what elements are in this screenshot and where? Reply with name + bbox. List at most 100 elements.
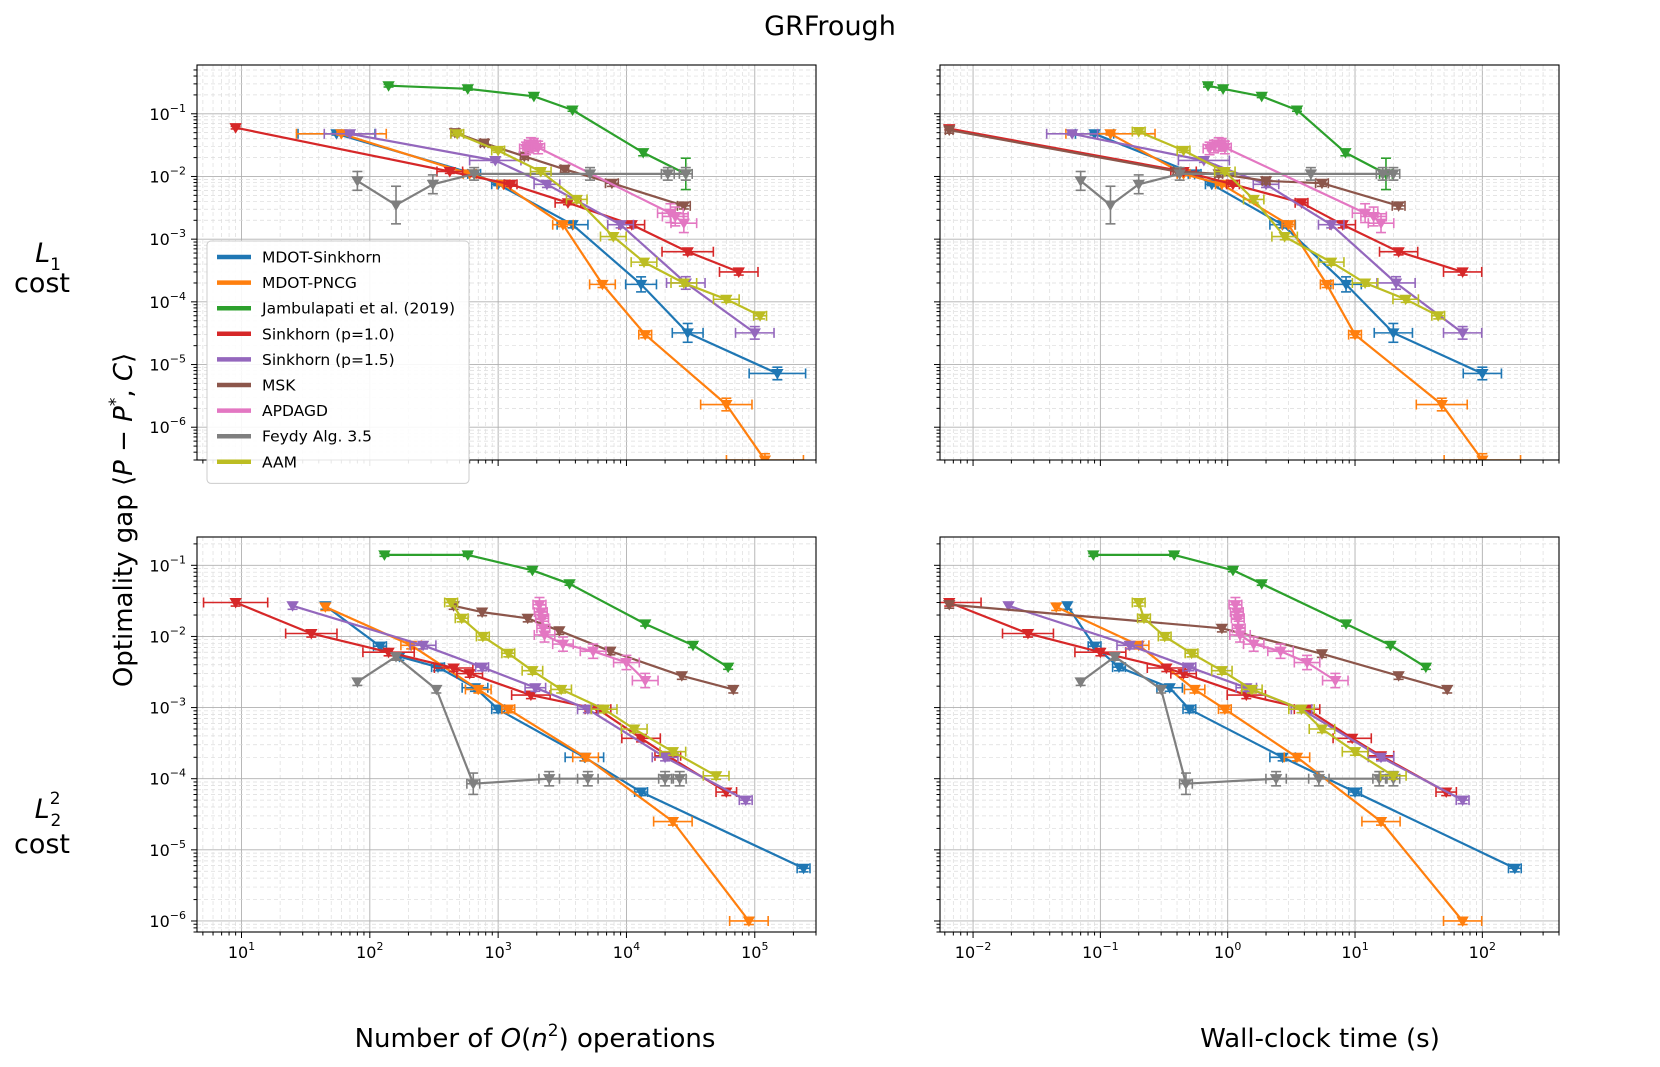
data-point-marker — [1255, 579, 1268, 590]
data-point-marker — [491, 145, 505, 157]
data-point-marker — [351, 677, 364, 688]
data-point-marker — [534, 166, 547, 178]
series-layer — [229, 81, 807, 460]
legend-label: MSK — [262, 377, 296, 395]
data-point-marker — [455, 613, 468, 625]
legend-item: AAM — [217, 453, 297, 471]
series-sinkhorn-p-1-0 — [940, 597, 1458, 799]
legend-label: MDOT-PNCG — [262, 274, 357, 292]
data-point-marker — [1179, 779, 1193, 790]
data-point-marker — [491, 704, 505, 716]
data-point-marker — [1392, 201, 1405, 212]
legend-item: Sinkhorn (p=1.5) — [217, 351, 395, 369]
data-point-marker — [566, 105, 579, 116]
data-point-marker — [1295, 704, 1308, 716]
data-point-marker — [1441, 684, 1454, 696]
y-tick-label: 10−3 — [149, 696, 186, 718]
data-point-marker — [1108, 652, 1122, 663]
legend-item: Sinkhorn (p=1.0) — [217, 325, 395, 343]
data-point-marker — [1392, 671, 1405, 682]
x-tick-label: 10−1 — [1082, 940, 1119, 962]
data-point-marker — [534, 607, 547, 619]
data-point-marker — [597, 704, 611, 716]
series-line — [356, 172, 686, 207]
series-jambulapati-et-al-2019 — [378, 550, 735, 674]
series-feydy-alg-3-5 — [1074, 166, 1401, 225]
series-line — [949, 127, 1463, 273]
data-point-marker — [382, 81, 395, 92]
legend-item: APDAGD — [217, 402, 328, 420]
data-point-marker — [1245, 684, 1259, 696]
data-point-marker — [686, 640, 700, 652]
data-point-marker — [797, 863, 810, 875]
data-point-marker — [1231, 613, 1244, 625]
data-point-marker — [639, 676, 652, 687]
data-point-marker — [1132, 597, 1145, 609]
data-point-marker — [531, 142, 545, 154]
data-point-marker — [771, 368, 784, 380]
data-point-marker — [558, 164, 571, 176]
data-point-marker — [1476, 368, 1489, 380]
data-point-marker — [1325, 257, 1338, 269]
legend-box — [206, 240, 470, 484]
data-point-marker — [753, 311, 767, 322]
y-tick-label: 10−1 — [149, 102, 186, 124]
x-axis-label-time: Wall-clock time (s) — [1200, 1024, 1440, 1054]
svg-text:L1: L1 — [35, 238, 61, 275]
data-point-marker — [1456, 916, 1469, 927]
series-line — [1071, 132, 1464, 334]
series-apdagd — [1202, 136, 1395, 234]
y-tick-label: 10−2 — [149, 624, 186, 646]
data-point-marker — [556, 639, 570, 651]
data-point-marker — [634, 787, 648, 799]
series-msk — [943, 125, 1406, 212]
data-point-marker — [1216, 84, 1230, 95]
data-point-marker — [563, 579, 576, 590]
data-point-marker — [1154, 684, 1168, 696]
data-point-marker — [1021, 628, 1035, 640]
data-point-marker — [1329, 676, 1342, 687]
series-line — [388, 84, 687, 175]
data-point-marker — [543, 774, 556, 785]
series-apdagd — [518, 136, 698, 234]
data-point-marker — [1315, 649, 1329, 660]
data-point-marker — [1374, 817, 1388, 828]
row-label-l2-squared: L2 2 cost — [14, 789, 70, 860]
series-sinkhorn-p-1-5 — [286, 601, 753, 807]
data-point-marker — [540, 179, 554, 191]
data-point-marker — [526, 565, 539, 577]
data-point-marker — [1255, 91, 1268, 103]
y-tick-label: 10−1 — [149, 553, 186, 575]
data-point-marker — [451, 129, 464, 140]
data-point-marker — [556, 220, 570, 231]
svg-text:cost: cost — [14, 268, 70, 299]
legend-label: Sinkhorn (p=1.0) — [262, 325, 395, 343]
data-point-marker — [1094, 647, 1107, 659]
data-point-marker — [681, 328, 694, 339]
series-line — [1094, 132, 1483, 375]
data-point-marker — [727, 684, 740, 696]
data-point-marker — [467, 779, 480, 790]
plot-panels: 10−1 10−2 10−3 10−4 10−5 10−6 10−1 10−2 10−3 10−4… — [149, 64, 1560, 962]
data-point-marker — [1123, 640, 1136, 652]
data-point-marker — [586, 646, 600, 658]
data-point-marker — [538, 630, 551, 641]
series-mdot-pncg — [1065, 128, 1522, 460]
data-point-marker — [1061, 601, 1074, 612]
data-point-marker — [1183, 662, 1196, 674]
data-point-marker — [553, 626, 566, 637]
series-line — [235, 601, 727, 793]
data-point-marker — [535, 613, 549, 625]
data-point-marker — [581, 774, 595, 785]
series-msk — [943, 600, 1454, 696]
data-point-marker — [669, 211, 682, 223]
axes-frame — [196, 536, 817, 933]
data-point-marker — [463, 669, 476, 680]
grid — [940, 65, 1559, 460]
data-point-marker — [1456, 267, 1469, 278]
series-apdagd — [532, 596, 659, 689]
data-point-marker — [1074, 176, 1087, 187]
legend-item: MDOT-Sinkhorn — [217, 249, 381, 267]
data-point-marker — [1387, 771, 1400, 782]
x-tick-label: 100 — [1214, 940, 1241, 962]
